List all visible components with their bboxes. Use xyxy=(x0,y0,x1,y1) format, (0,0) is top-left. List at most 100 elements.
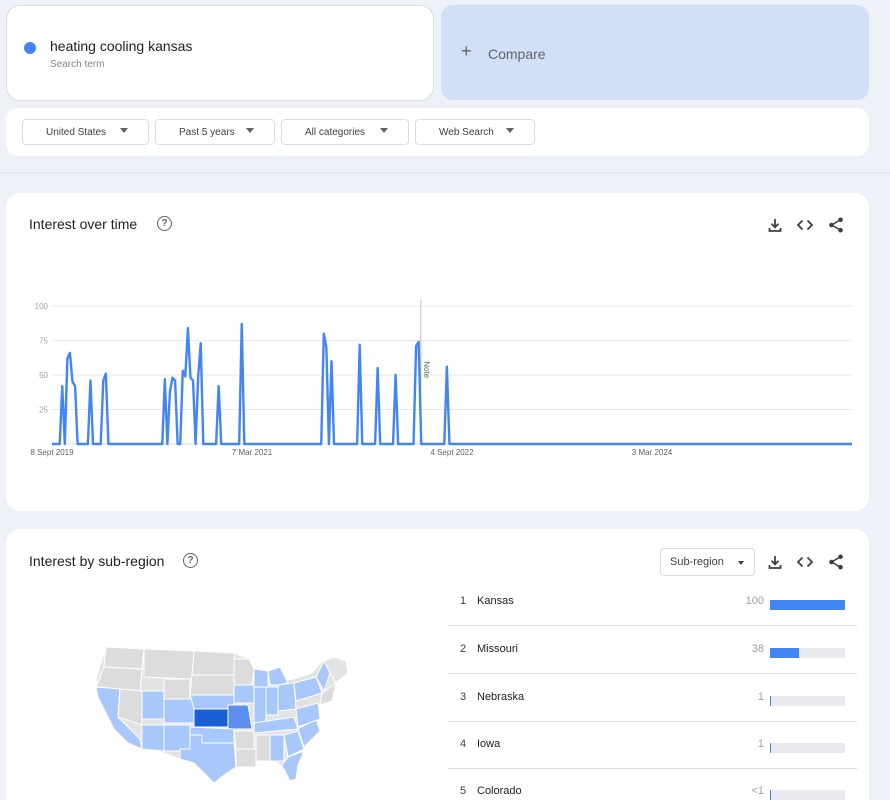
map-state-north-dakota[interactable] xyxy=(191,650,235,676)
list-item[interactable]: 2 Missouri 38 xyxy=(448,627,857,674)
help-icon[interactable]: ? xyxy=(183,553,198,568)
source-filter-label: Web Search xyxy=(439,126,494,138)
map-state-ohio[interactable] xyxy=(277,682,297,712)
plus-icon: + xyxy=(461,41,472,61)
share-icon[interactable] xyxy=(827,216,845,234)
compare-button[interactable]: + Compare xyxy=(441,5,869,100)
interest-over-time-chart: 25 50 75 100 8 Sept 2019 7 Mar 2021 4 Sept 202… xyxy=(30,300,852,457)
map-state-texas[interactable] xyxy=(179,734,237,784)
search-term-card[interactable]: heating cooling kansas Search term xyxy=(6,5,434,101)
rank-value: <1 xyxy=(751,785,764,797)
download-icon[interactable] xyxy=(766,216,784,234)
embed-icon[interactable] xyxy=(796,553,814,571)
map-state-michigan[interactable] xyxy=(267,666,289,686)
region-filter-dropdown[interactable]: United States xyxy=(22,119,149,145)
search-term-caption: Search term xyxy=(50,59,105,70)
map-state-florida[interactable] xyxy=(281,750,305,782)
rank-bar-track xyxy=(770,696,845,706)
map-state-kansas[interactable] xyxy=(193,708,229,728)
caret-down-icon xyxy=(246,128,254,133)
map-state-virginia[interactable] xyxy=(295,702,321,728)
rank-value: 1 xyxy=(757,738,764,750)
term-color-dot-icon xyxy=(24,42,36,54)
map-state-wyoming[interactable] xyxy=(163,678,191,700)
category-filter-label: All categories xyxy=(305,126,366,138)
map-state-utah[interactable] xyxy=(141,690,165,720)
map-state-montana[interactable] xyxy=(143,648,195,680)
compare-label: Compare xyxy=(488,46,546,62)
y-tick-label: 100 xyxy=(35,302,49,311)
rank-number: 4 xyxy=(460,738,467,750)
map-state-new-england-south[interactable] xyxy=(319,681,337,706)
series-line xyxy=(52,322,852,446)
rank-region-name[interactable]: Missouri xyxy=(477,643,518,655)
rank-bar-fill xyxy=(770,743,771,753)
source-filter-dropdown[interactable]: Web Search xyxy=(415,119,535,145)
interest-by-subregion-card: Interest by sub-region ? Sub-region xyxy=(6,529,869,800)
rank-value: 100 xyxy=(745,595,764,607)
rank-region-name[interactable]: Nebraska xyxy=(477,691,525,703)
map-state-maine[interactable] xyxy=(323,656,349,684)
rank-number: 1 xyxy=(460,595,467,607)
map-state-arkansas[interactable] xyxy=(233,730,255,750)
map-state-south-dakota[interactable] xyxy=(189,674,235,696)
x-tick-label: 8 Sept 2019 xyxy=(30,448,74,457)
map-state-new-mexico[interactable] xyxy=(163,724,191,752)
subregion-resolution-label: Sub-region xyxy=(670,556,724,568)
rank-value: 1 xyxy=(757,691,764,703)
search-term-text[interactable]: heating cooling kansas xyxy=(50,38,193,54)
y-tick-label: 25 xyxy=(39,406,48,415)
rank-region-name[interactable]: Kansas xyxy=(477,595,514,607)
time-filter-dropdown[interactable]: Past 5 years xyxy=(155,119,275,145)
interest-by-subregion-title: Interest by sub-region xyxy=(29,553,165,569)
map-state-alabama[interactable] xyxy=(269,734,285,762)
section-divider xyxy=(0,172,890,174)
map-state-wisconsin[interactable] xyxy=(253,668,269,688)
time-filter-label: Past 5 years xyxy=(179,126,235,138)
y-tick-label: 75 xyxy=(39,337,48,346)
help-icon[interactable]: ? xyxy=(157,216,172,231)
map-state-georgia[interactable] xyxy=(283,730,305,758)
interest-over-time-card: Interest over time ? 25 50 75 100 8 Sept 201… xyxy=(6,193,869,511)
embed-icon[interactable] xyxy=(796,216,814,234)
x-tick-label: 3 Mar 2024 xyxy=(632,448,673,457)
caret-down-icon xyxy=(380,128,388,133)
caret-down-icon xyxy=(506,128,514,133)
map-state-colorado[interactable] xyxy=(163,698,195,724)
rank-bar-track xyxy=(770,790,845,800)
y-tick-label: 50 xyxy=(39,371,48,380)
map-state-illinois[interactable] xyxy=(253,686,267,724)
rank-number: 3 xyxy=(460,691,467,703)
rank-bar-track xyxy=(770,600,845,610)
rank-number: 2 xyxy=(460,643,467,655)
map-state-washington[interactable] xyxy=(103,646,145,670)
rank-bar-fill xyxy=(770,648,799,658)
filter-bar: United States Past 5 years All categorie… xyxy=(6,108,869,156)
map-state-minnesota[interactable] xyxy=(233,658,255,686)
note-marker-label: Note xyxy=(422,361,431,378)
list-item[interactable]: 3 Nebraska 1 xyxy=(448,675,857,722)
map-state-nebraska[interactable] xyxy=(189,694,235,710)
list-item[interactable]: 4 Iowa 1 xyxy=(448,722,857,769)
rank-region-name[interactable]: Colorado xyxy=(477,785,522,797)
download-icon[interactable] xyxy=(766,553,784,571)
list-item[interactable]: 1 Kansas 100 xyxy=(448,579,857,626)
rank-bar-fill xyxy=(770,790,771,800)
x-tick-label: 7 Mar 2021 xyxy=(232,448,273,457)
map-state-arizona[interactable] xyxy=(141,724,165,752)
x-tick-label: 4 Sept 2022 xyxy=(430,448,474,457)
map-state-mississippi[interactable] xyxy=(255,734,271,762)
list-item[interactable]: 5 Colorado <1 xyxy=(448,769,857,800)
map-state-iowa[interactable] xyxy=(233,684,255,704)
map-state-indiana[interactable] xyxy=(265,686,279,716)
rank-bar-track xyxy=(770,648,845,658)
rank-region-name[interactable]: Iowa xyxy=(477,738,501,750)
caret-down-icon xyxy=(738,561,744,565)
us-subregion-map[interactable] xyxy=(84,639,356,800)
region-filter-label: United States xyxy=(46,126,107,138)
map-state-missouri[interactable] xyxy=(227,704,253,730)
subregion-resolution-dropdown[interactable]: Sub-region xyxy=(660,548,755,576)
map-state-louisiana[interactable] xyxy=(235,748,257,768)
share-icon[interactable] xyxy=(827,553,845,571)
category-filter-dropdown[interactable]: All categories xyxy=(281,119,409,145)
